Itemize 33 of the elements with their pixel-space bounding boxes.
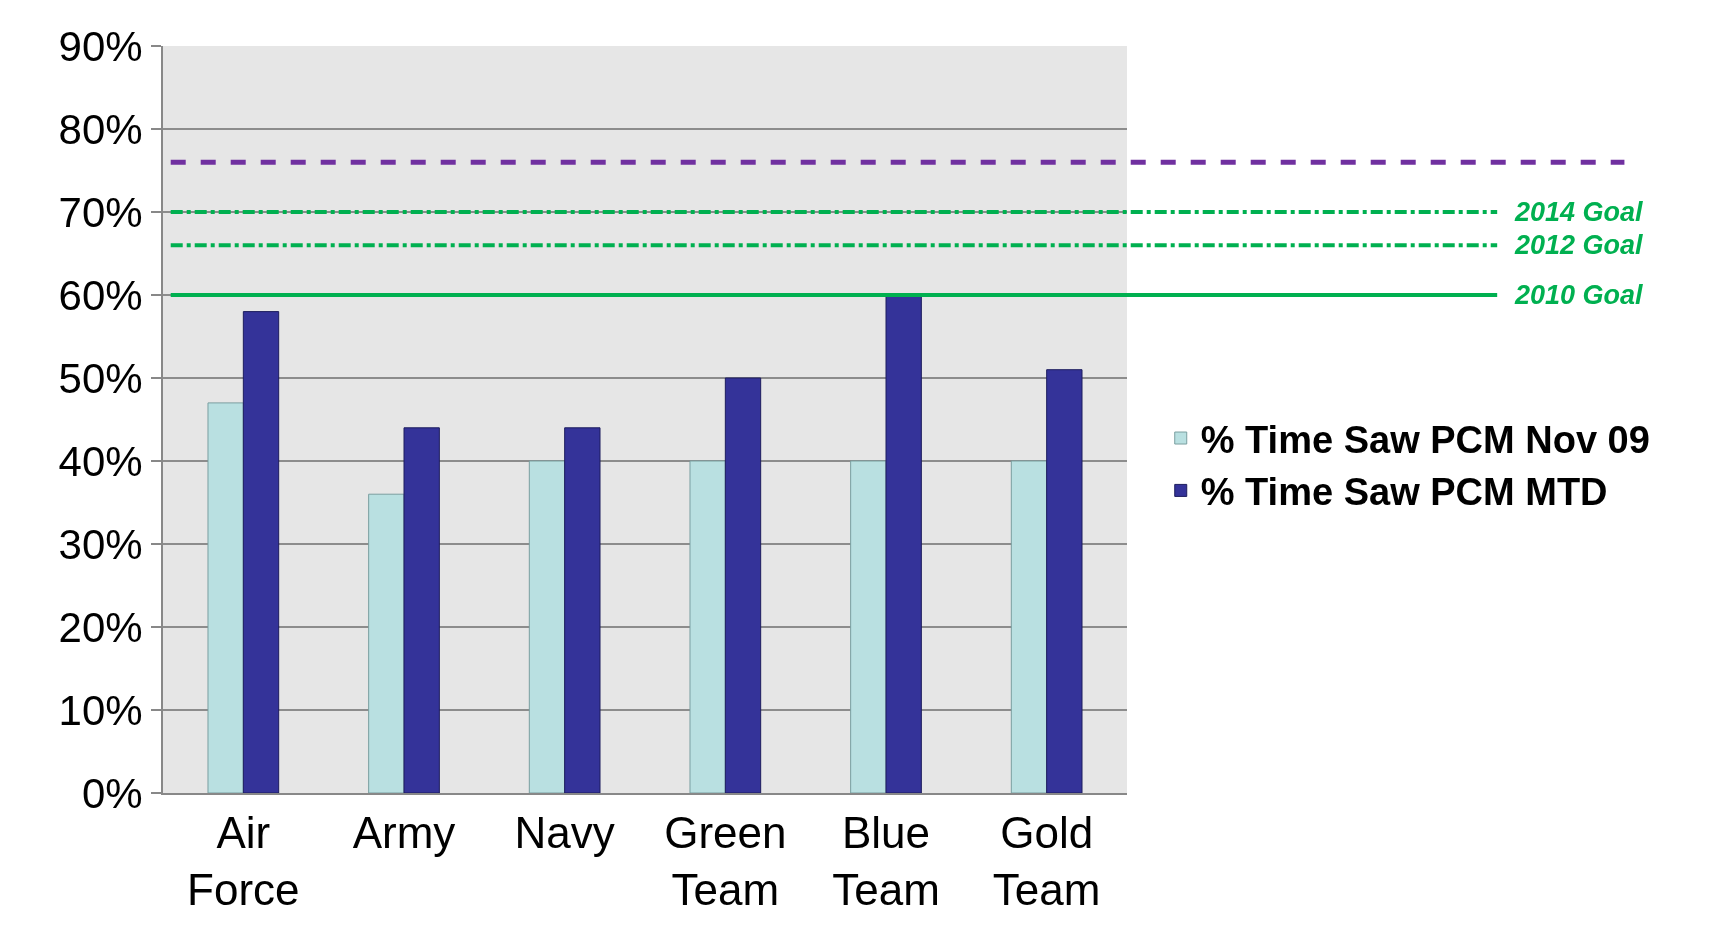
bar: [689, 460, 726, 793]
ref-line-label: 2014 Goal: [1514, 197, 1644, 227]
bar: [724, 377, 762, 793]
x-tick-label: Blue Team: [832, 807, 940, 914]
x-tick-label: Army: [352, 807, 456, 857]
x-tick-label: Navy: [514, 807, 615, 857]
bar: [1010, 460, 1048, 793]
legend-label: % Time Saw PCM Nov 09: [1200, 418, 1650, 461]
bar: [564, 427, 601, 793]
bar: [1046, 369, 1083, 793]
y-tick-label: 20%: [58, 603, 143, 651]
bar: [207, 402, 244, 793]
y-tick-label: 50%: [58, 354, 143, 402]
x-tick-label: Air Force: [187, 807, 300, 914]
y-tick-label: 10%: [58, 686, 143, 734]
bar: [368, 493, 405, 793]
y-tick-label: 60%: [58, 271, 143, 319]
y-tick-label: 70%: [58, 188, 143, 236]
y-tick-label: 90%: [58, 22, 143, 70]
y-tick-label: 40%: [58, 437, 143, 485]
bar: [850, 460, 887, 793]
bar: [885, 294, 922, 793]
bar: [403, 427, 440, 793]
bar: [528, 460, 566, 793]
legend-label: % Time Saw PCM MTD: [1200, 471, 1608, 514]
ref-line-label: 2010 Goal: [1514, 280, 1644, 310]
y-tick-label: 30%: [58, 520, 143, 568]
bar: [242, 311, 280, 793]
y-tick-label: 0%: [81, 769, 143, 817]
ref-line-label: 2012 Goal: [1514, 230, 1644, 260]
x-tick-label: Green Team: [664, 807, 787, 914]
x-tick-label: Gold Team: [992, 807, 1101, 914]
y-tick-label: 80%: [58, 105, 143, 153]
